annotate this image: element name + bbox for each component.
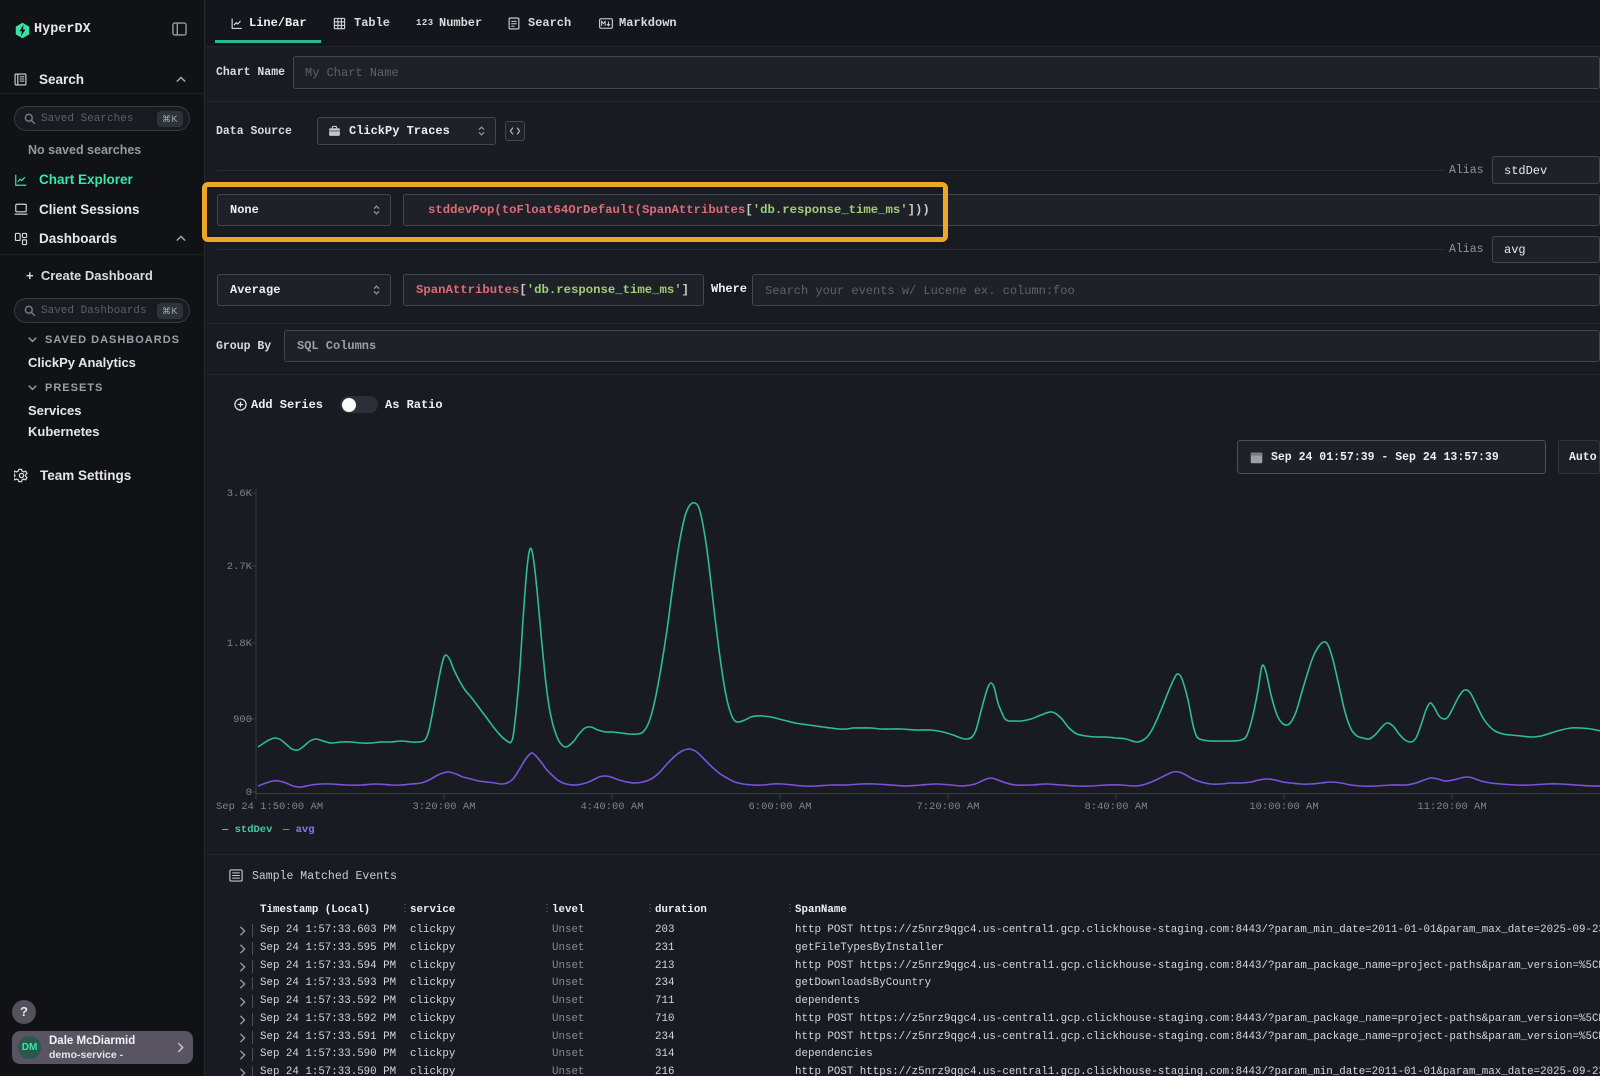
svg-text:— avg: — avg: [282, 824, 315, 836]
svg-text:Sep 24 1:50:00 AM: Sep 24 1:50:00 AM: [216, 801, 323, 813]
svg-text:8:40:00 AM: 8:40:00 AM: [1084, 801, 1147, 813]
svg-text:3.6K: 3.6K: [227, 488, 253, 500]
svg-text:1.8K: 1.8K: [227, 638, 253, 650]
svg-text:900: 900: [233, 714, 252, 726]
svg-text:— stdDev: — stdDev: [221, 824, 273, 836]
svg-text:4:40:00 AM: 4:40:00 AM: [580, 801, 643, 813]
svg-text:0: 0: [246, 787, 252, 799]
svg-text:10:00:00 AM: 10:00:00 AM: [1249, 801, 1318, 813]
svg-text:3:20:00 AM: 3:20:00 AM: [412, 801, 475, 813]
svg-text:2.7K: 2.7K: [227, 561, 253, 573]
svg-text:7:20:00 AM: 7:20:00 AM: [916, 801, 979, 813]
svg-text:11:20:00 AM: 11:20:00 AM: [1417, 801, 1486, 813]
svg-text:6:00:00 AM: 6:00:00 AM: [748, 801, 811, 813]
